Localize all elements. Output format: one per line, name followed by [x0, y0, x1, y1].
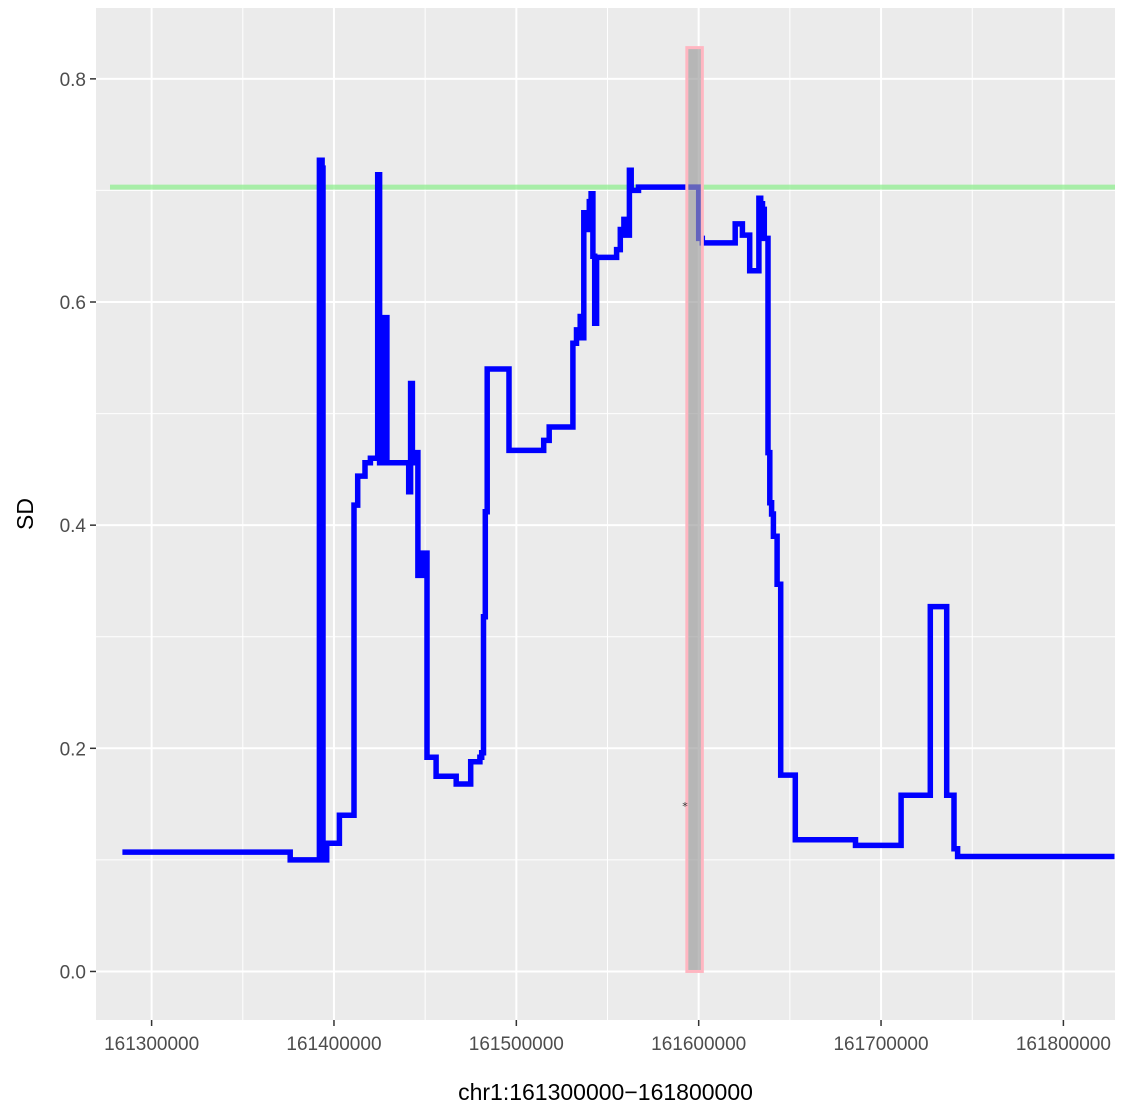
x-tick-label: 161500000	[469, 1034, 564, 1055]
x-tick-label: 161800000	[1016, 1034, 1111, 1055]
y-tick-label: 0.0	[60, 962, 86, 983]
highlight-region-layer	[685, 46, 704, 973]
x-tick-label: 161600000	[651, 1034, 746, 1055]
y-tick-label: 0.4	[60, 516, 87, 537]
x-tick-label: 161300000	[104, 1034, 199, 1055]
highlight-region	[685, 46, 704, 973]
sd-series-layer	[122, 157, 1115, 863]
y-tick-label: 0.6	[60, 293, 86, 314]
x-tick-label: 161700000	[833, 1034, 928, 1055]
y-tick-label: 0.8	[60, 70, 86, 91]
x-axis-title: chr1:161300000−161800000	[458, 1079, 753, 1105]
plot-panel	[96, 8, 1115, 1020]
x-tick-label: 161400000	[286, 1034, 381, 1055]
marker-label: *	[682, 800, 688, 813]
sd-step-line	[122, 157, 1115, 863]
axes: 0.0 0.2 0.4 0.6 0.8 161300000 161400000 1615000…	[60, 70, 1111, 1055]
y-axis-title: SD	[12, 498, 38, 530]
y-tick-label: 0.2	[60, 739, 86, 760]
marker-layer: *	[682, 800, 688, 813]
